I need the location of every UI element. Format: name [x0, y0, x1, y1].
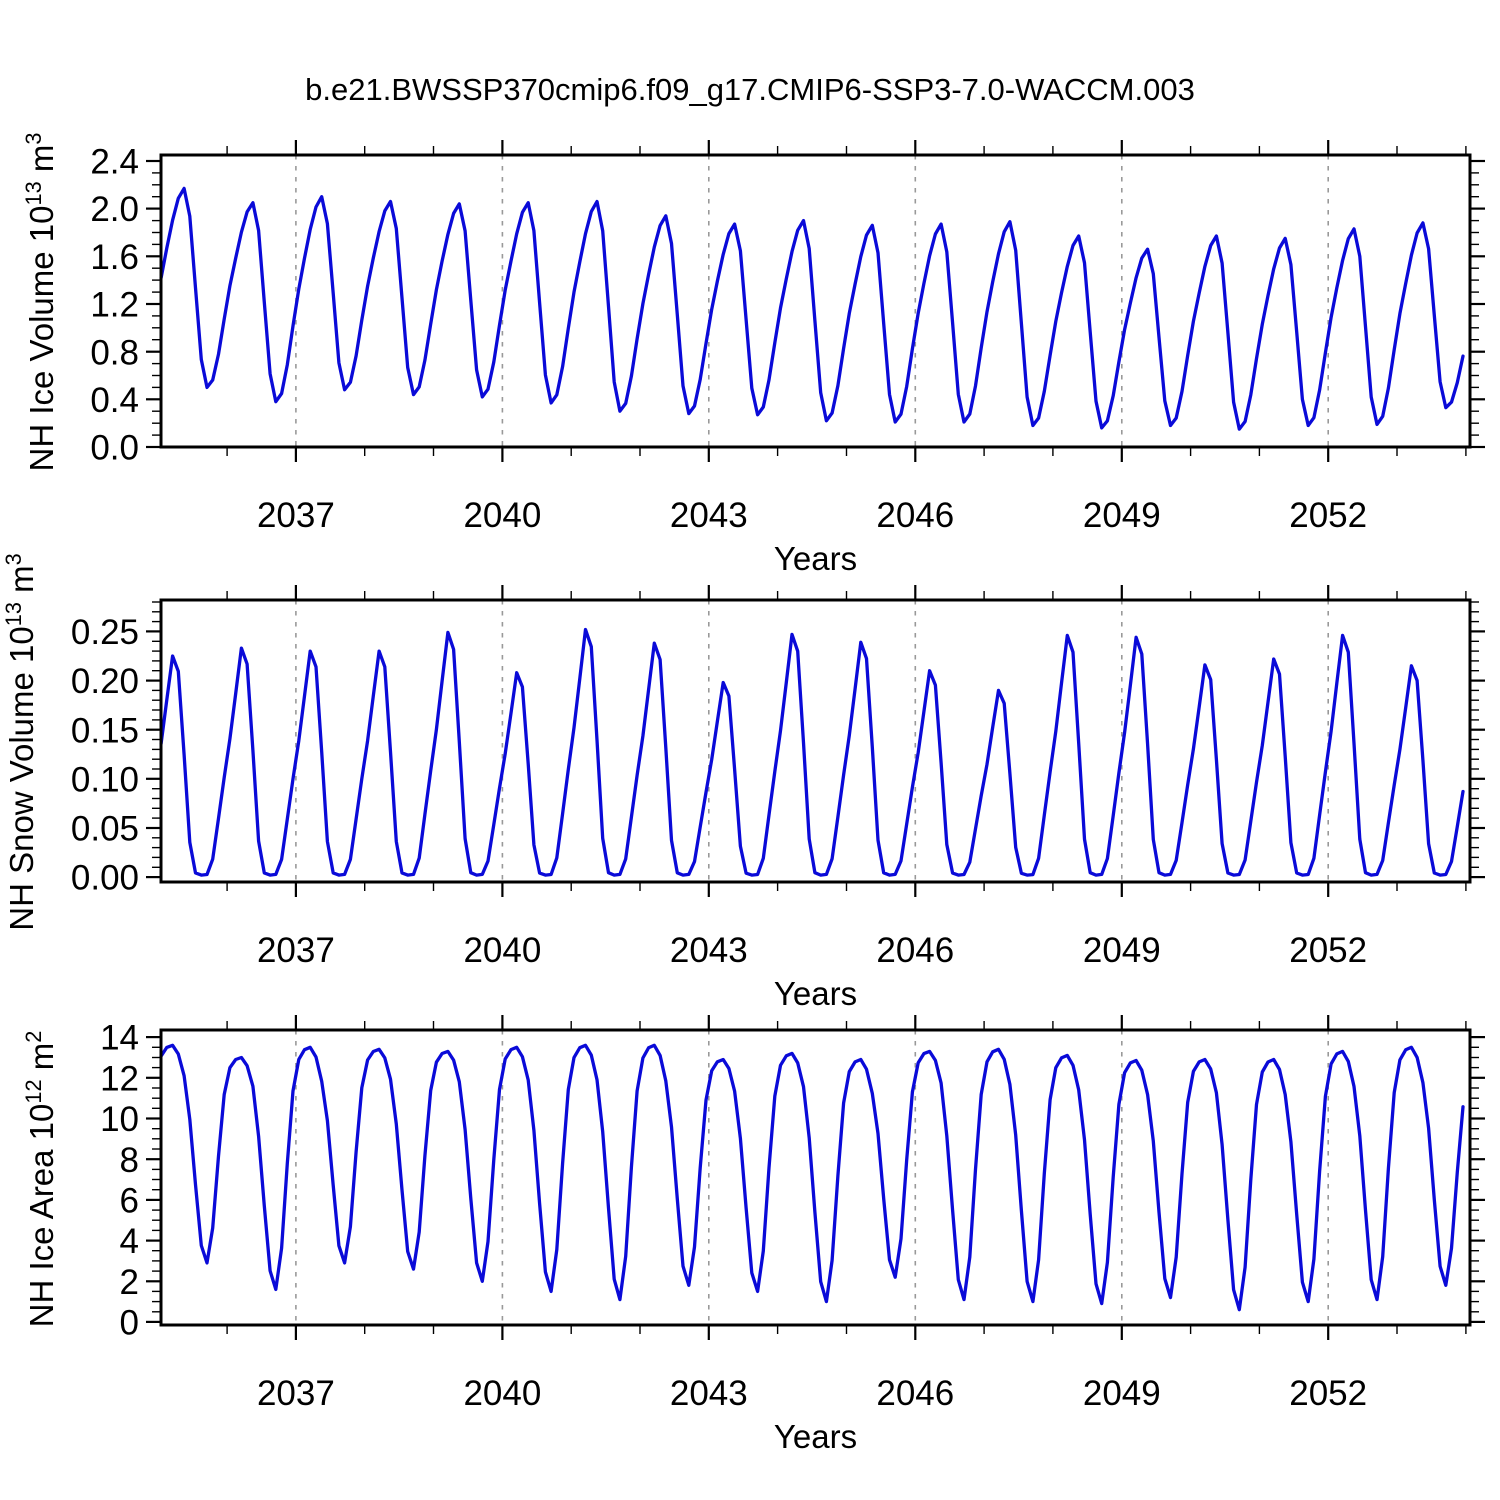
y-tick-label: 2.0: [90, 190, 139, 229]
y-tick-label: 0.00: [71, 859, 139, 898]
x-tick-label: 2046: [876, 931, 954, 970]
y-tick-label: 1.2: [90, 286, 139, 325]
y-tick-label: 0.15: [71, 711, 139, 750]
y-tick-label: 0.4: [90, 381, 139, 420]
y-tick-label: 8: [120, 1141, 139, 1180]
y-tick-label: 1.6: [90, 238, 139, 277]
x-tick-label: 2037: [257, 1374, 335, 1413]
axis-ticks: [146, 1015, 1485, 1340]
y-tick-label: 4: [120, 1222, 139, 1261]
x-tick-label: 2046: [876, 1374, 954, 1413]
figure-title: b.e21.BWSSP370cmip6.f09_g17.CMIP6-SSP3-7…: [305, 72, 1195, 107]
y-tick-label: 0.10: [71, 760, 139, 799]
plot-frame: [159, 1028, 1472, 1327]
y-tick-label: 0.25: [71, 613, 139, 652]
y-tick-label: 0.8: [90, 333, 139, 372]
x-tick-label: 2052: [1289, 1374, 1367, 1413]
nh-ice-area-series-line: [159, 1043, 1465, 1312]
y-tick-label: 6: [120, 1182, 139, 1221]
x-tick-label: 2049: [1083, 1374, 1161, 1413]
y-tick-label: 10: [100, 1100, 139, 1139]
ice-area-x-axis-title: Years: [773, 1418, 858, 1455]
y-tick-label: 2: [120, 1263, 139, 1302]
axis-ticks: [146, 140, 1485, 462]
x-tick-label: 2052: [1289, 496, 1367, 535]
x-tick-label: 2043: [670, 496, 748, 535]
nh-snow-volume-series-line: [159, 627, 1465, 877]
x-tick-label: 2049: [1083, 496, 1161, 535]
y-tick-label: 0.20: [71, 662, 139, 701]
ice-volume-x-axis-title: Years: [773, 540, 858, 577]
x-tick-label: 2043: [670, 1374, 748, 1413]
snow-volume-chart: 2037 2040 2043 2046 2049 2052 0.00 0.05 0.10 0.15…: [71, 585, 1485, 970]
x-tick-label: 2049: [1083, 931, 1161, 970]
x-tick-label: 2040: [463, 1374, 541, 1413]
x-tick-label: 2052: [1289, 931, 1367, 970]
y-tick-label: 12: [100, 1059, 139, 1098]
plot-frame: [159, 598, 1472, 884]
x-tick-label: 2046: [876, 496, 954, 535]
gridlines: [295, 1030, 1329, 1325]
y-tick-label: 2.4: [90, 143, 139, 182]
y-tick-label: 0.05: [71, 810, 139, 849]
gridlines: [295, 600, 1329, 882]
y-tick-label: 0: [120, 1304, 139, 1343]
x-tick-label: 2040: [463, 496, 541, 535]
x-tick-label: 2043: [670, 931, 748, 970]
x-tick-label: 2037: [257, 496, 335, 535]
x-tick-label: 2037: [257, 931, 335, 970]
nh-ice-volume-series-line: [159, 186, 1465, 431]
ice-volume-chart: 2037 2040 2043 2046 2049 2052 0.0 0.4 0.8 1.2 1.6 2…: [90, 140, 1485, 535]
plot-frame: [159, 153, 1472, 449]
axis-ticks: [146, 585, 1485, 897]
x-tick-label: 2040: [463, 931, 541, 970]
snow-volume-x-axis-title: Years: [773, 975, 858, 1012]
y-tick-label: 0.0: [90, 429, 139, 468]
y-tick-label: 14: [100, 1019, 139, 1058]
